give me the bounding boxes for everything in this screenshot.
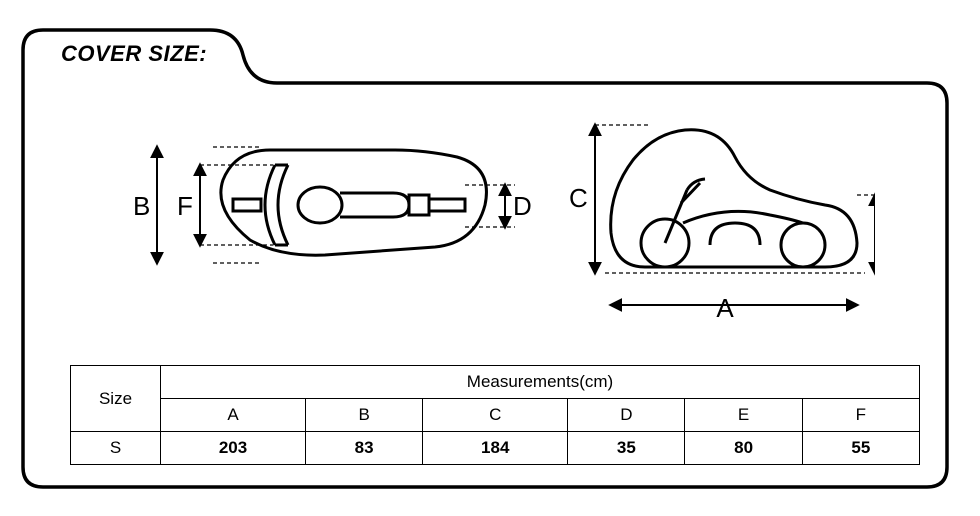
table-row: S 203 83 184 35 80 55: [71, 432, 920, 465]
val-A: 203: [161, 432, 306, 465]
col-D: D: [568, 399, 685, 432]
dim-label-D: D: [513, 191, 532, 221]
dim-label-A: A: [716, 293, 734, 323]
val-F: 55: [802, 432, 919, 465]
col-E: E: [685, 399, 802, 432]
row-size: S: [71, 432, 161, 465]
val-D: 35: [568, 432, 685, 465]
table-header-meas: Measurements(cm): [161, 366, 920, 399]
diagram-area: B F D: [95, 95, 875, 345]
dim-label-C: C: [569, 183, 588, 213]
col-B: B: [306, 399, 423, 432]
top-view: B F D: [133, 147, 532, 263]
measurements-table: Size Measurements(cm) A B C D E F S 203 …: [70, 365, 920, 465]
col-F: F: [802, 399, 919, 432]
cover-size-frame: COVER SIZE:: [15, 15, 955, 495]
col-C: C: [423, 399, 568, 432]
frame-title: COVER SIZE:: [61, 41, 207, 67]
col-A: A: [161, 399, 306, 432]
table-columns-row: A B C D E F: [71, 399, 920, 432]
dim-label-F: F: [177, 191, 193, 221]
val-C: 184: [423, 432, 568, 465]
side-view: C E A: [569, 125, 875, 323]
val-B: 83: [306, 432, 423, 465]
dim-label-B: B: [133, 191, 150, 221]
val-E: 80: [685, 432, 802, 465]
table-header-size: Size: [71, 366, 161, 432]
